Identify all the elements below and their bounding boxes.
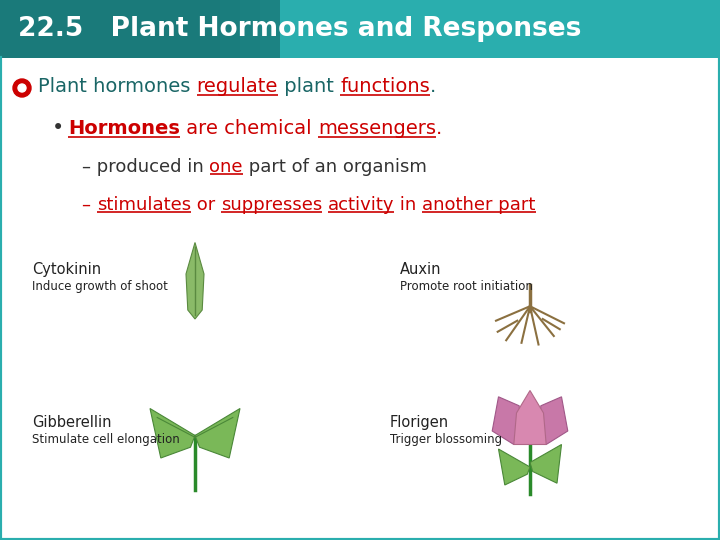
Text: Trigger blossoming: Trigger blossoming xyxy=(390,433,502,446)
Polygon shape xyxy=(186,242,204,319)
Bar xyxy=(0,0,280,58)
Text: or: or xyxy=(191,196,221,214)
Text: activity: activity xyxy=(328,196,395,214)
Circle shape xyxy=(13,79,31,97)
Bar xyxy=(280,0,300,58)
Bar xyxy=(220,0,240,58)
Bar xyxy=(320,0,340,58)
Bar xyxy=(300,0,320,58)
Text: another part: another part xyxy=(423,196,536,214)
Text: stimulates: stimulates xyxy=(96,196,191,214)
Text: Gibberellin: Gibberellin xyxy=(32,415,112,430)
Circle shape xyxy=(18,84,26,92)
Text: 22.5   Plant Hormones and Responses: 22.5 Plant Hormones and Responses xyxy=(18,16,581,42)
Text: Plant hormones: Plant hormones xyxy=(38,77,197,96)
Polygon shape xyxy=(539,397,568,444)
Text: Florigen: Florigen xyxy=(390,415,449,430)
Text: regulate: regulate xyxy=(197,77,278,96)
Text: plant: plant xyxy=(278,77,340,96)
Text: part of an organism: part of an organism xyxy=(243,158,427,176)
Text: •: • xyxy=(52,118,64,138)
Text: Auxin: Auxin xyxy=(400,262,441,277)
Bar xyxy=(380,0,400,58)
Bar xyxy=(260,0,280,58)
Polygon shape xyxy=(150,408,195,458)
Text: Hormones: Hormones xyxy=(68,119,180,138)
Text: –: – xyxy=(82,196,96,214)
Text: suppresses: suppresses xyxy=(221,196,322,214)
Bar xyxy=(240,0,260,58)
Polygon shape xyxy=(530,444,562,483)
Text: .: . xyxy=(436,119,442,138)
Text: messengers: messengers xyxy=(318,119,436,138)
Polygon shape xyxy=(195,408,240,458)
Text: one: one xyxy=(210,158,243,176)
Bar xyxy=(360,0,380,58)
Text: are chemical: are chemical xyxy=(180,119,318,138)
Text: .: . xyxy=(430,77,436,96)
Text: Induce growth of shoot: Induce growth of shoot xyxy=(32,280,168,293)
Polygon shape xyxy=(498,449,530,485)
Text: Stimulate cell elongation: Stimulate cell elongation xyxy=(32,433,180,446)
Polygon shape xyxy=(514,390,546,444)
Text: Cytokinin: Cytokinin xyxy=(32,262,101,277)
Text: Promote root initiation: Promote root initiation xyxy=(400,280,533,293)
Text: in: in xyxy=(395,196,423,214)
Bar xyxy=(340,0,360,58)
Text: functions: functions xyxy=(340,77,430,96)
Bar xyxy=(200,0,220,58)
Polygon shape xyxy=(492,397,521,444)
Text: – produced in: – produced in xyxy=(82,158,210,176)
Bar xyxy=(280,0,720,58)
